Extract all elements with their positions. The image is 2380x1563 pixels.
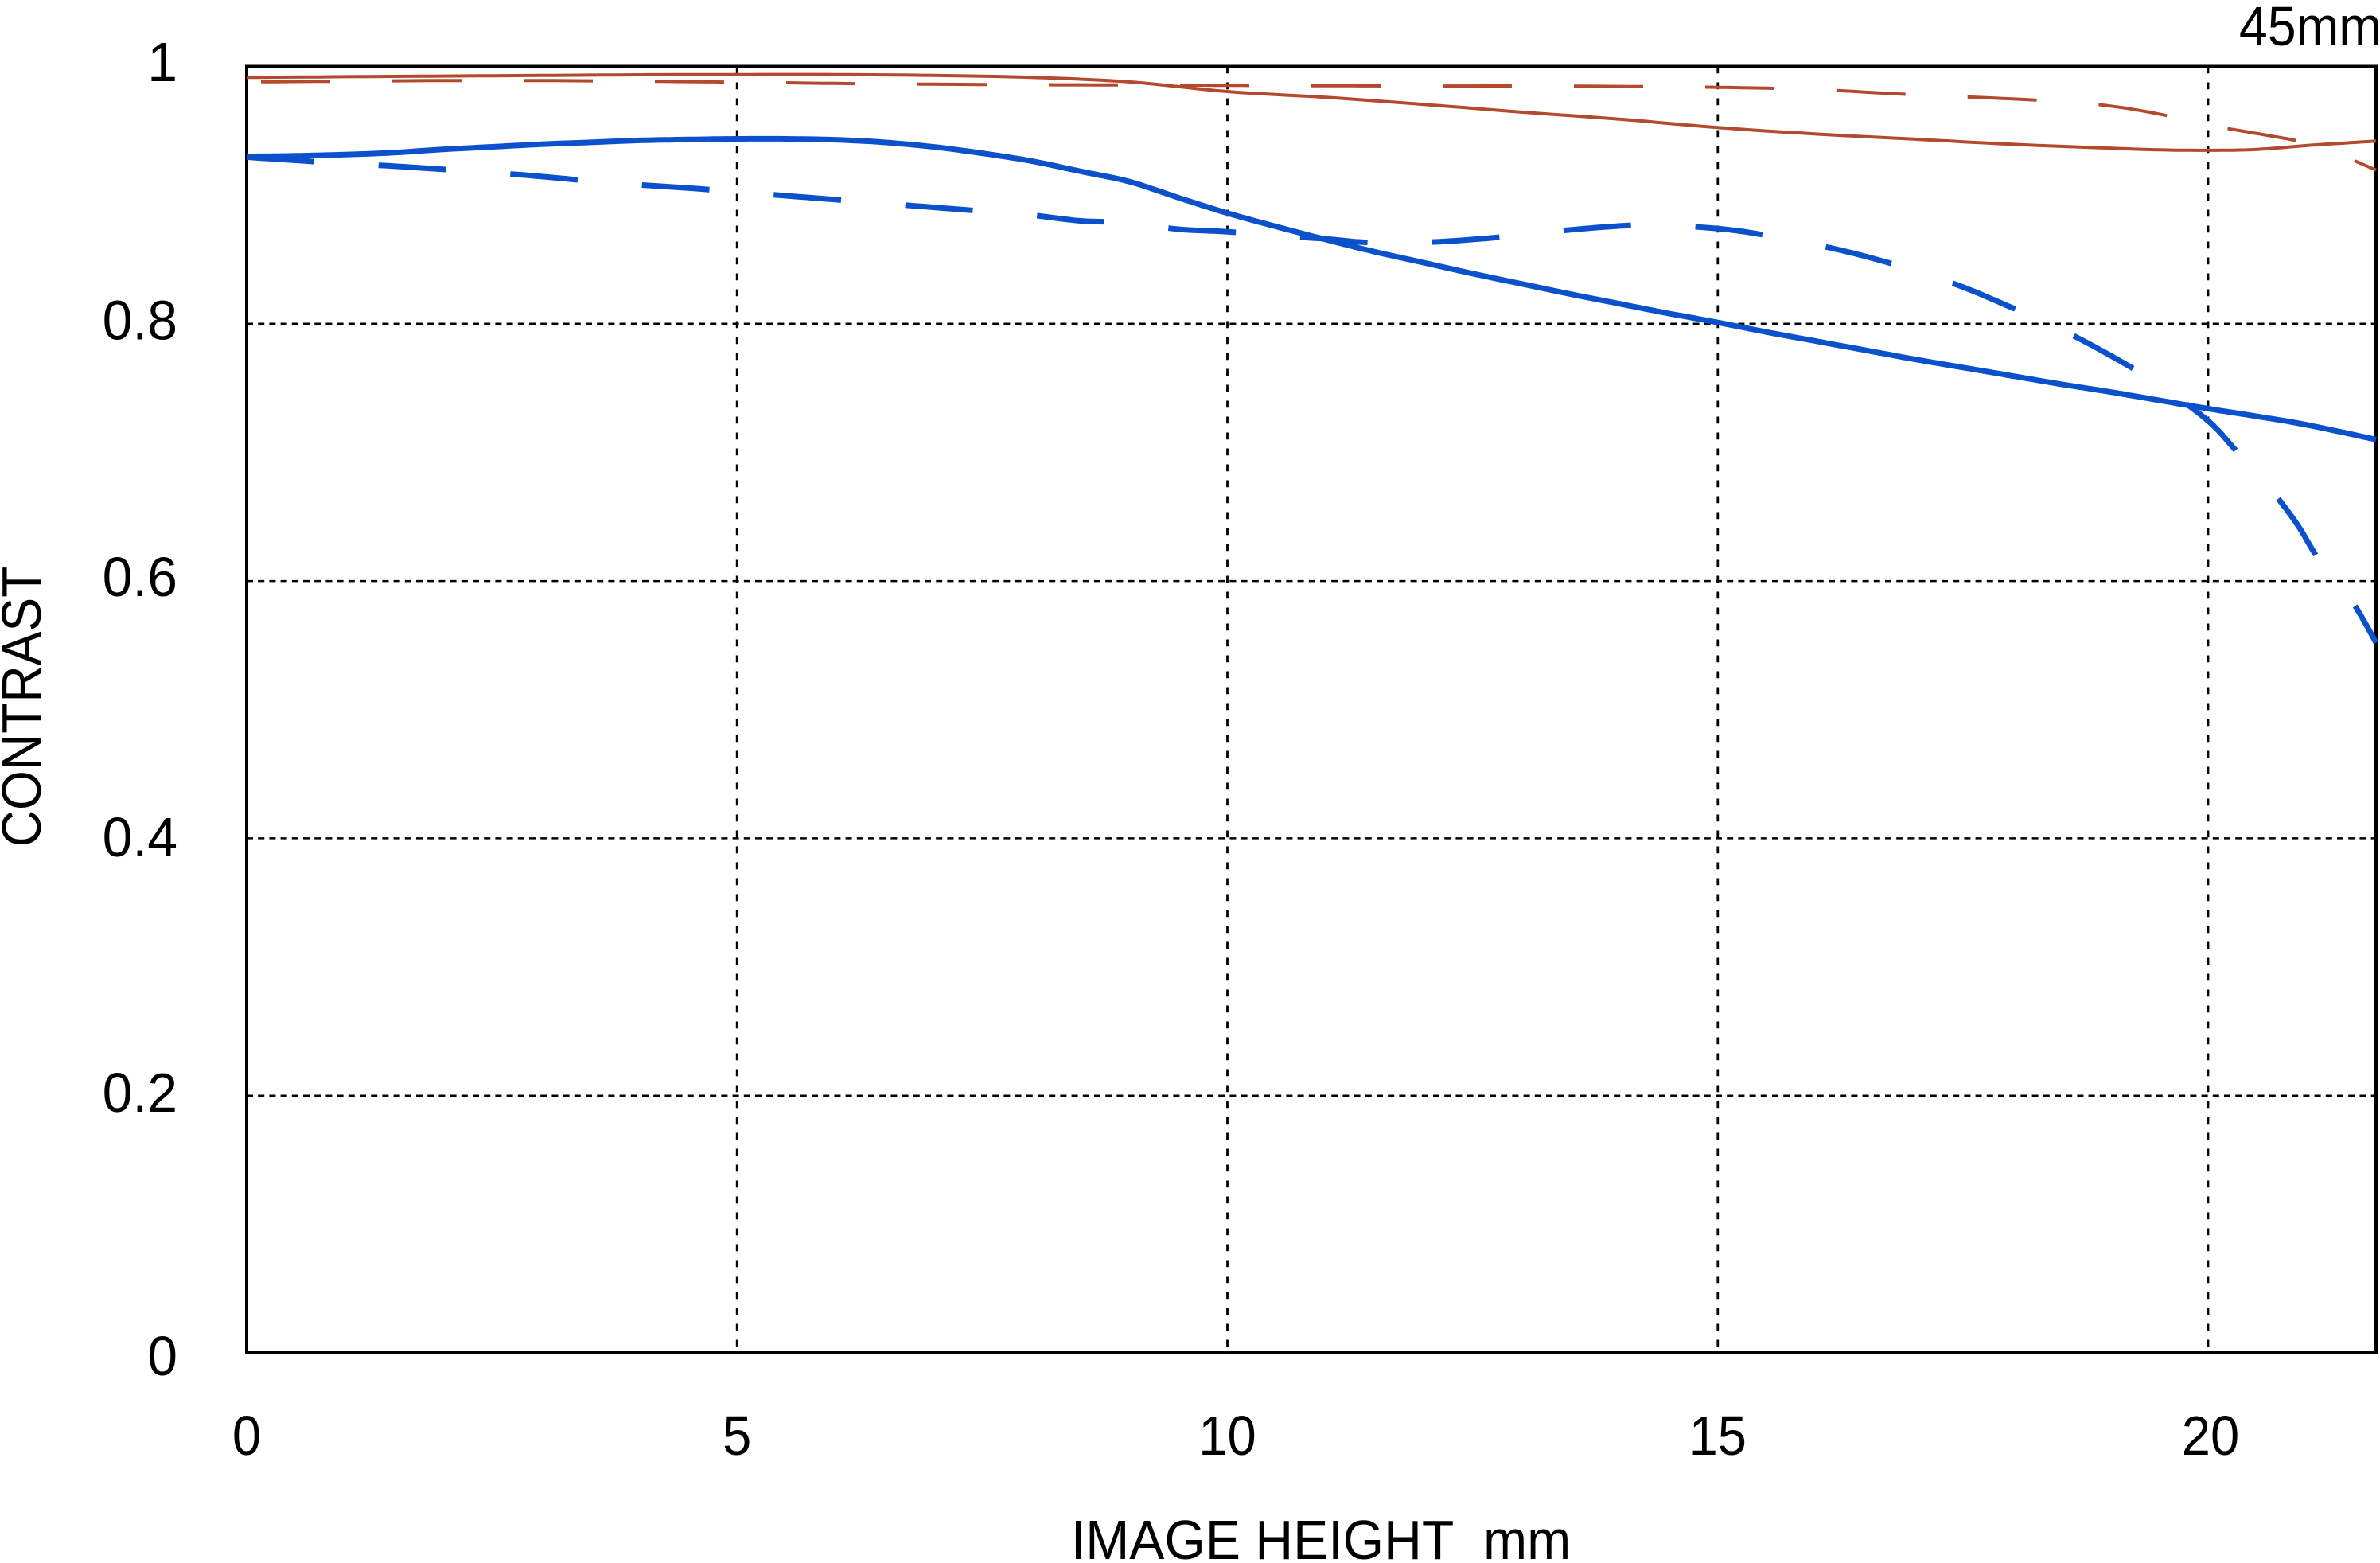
svg-text:0.6: 0.6 — [103, 546, 177, 608]
svg-text:0.2: 0.2 — [103, 1062, 177, 1124]
svg-text:0: 0 — [232, 1405, 261, 1468]
svg-text:5: 5 — [723, 1405, 751, 1468]
svg-text:0: 0 — [147, 1325, 177, 1387]
svg-text:20: 20 — [2182, 1405, 2239, 1468]
svg-text:0.4: 0.4 — [103, 806, 177, 868]
svg-text:CONTRAST: CONTRAST — [0, 567, 53, 848]
svg-text:1: 1 — [147, 31, 177, 93]
svg-text:IMAGE HEIGHT mm: IMAGE HEIGHT mm — [1071, 1509, 1571, 1563]
svg-text:10: 10 — [1198, 1405, 1256, 1468]
svg-text:0.8: 0.8 — [103, 290, 177, 352]
svg-text:15: 15 — [1689, 1405, 1747, 1468]
svg-text:45mm: 45mm — [2239, 0, 2380, 58]
